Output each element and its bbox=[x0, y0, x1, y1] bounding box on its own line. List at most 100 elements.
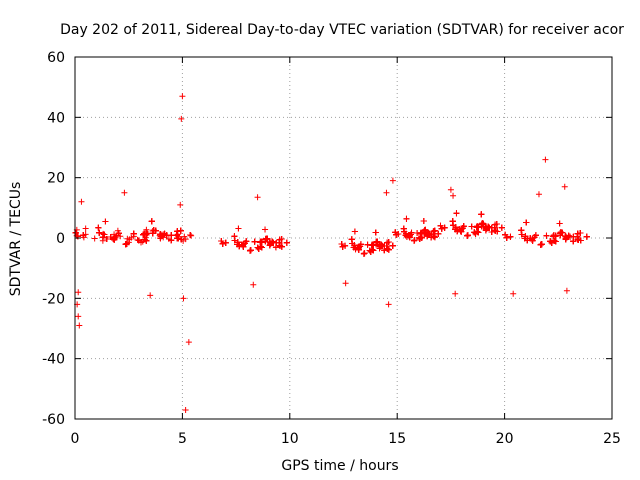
data-point bbox=[583, 233, 590, 240]
data-point bbox=[383, 242, 390, 249]
data-point bbox=[99, 234, 106, 241]
data-point bbox=[416, 234, 423, 241]
data-point bbox=[130, 230, 137, 237]
data-point bbox=[182, 406, 189, 413]
data-point bbox=[78, 198, 85, 205]
data-point bbox=[424, 231, 431, 238]
y-tick-label: -20 bbox=[42, 291, 65, 307]
data-point bbox=[148, 218, 155, 225]
data-point bbox=[542, 156, 549, 163]
data-point bbox=[185, 339, 192, 346]
data-point bbox=[143, 237, 150, 244]
data-point bbox=[276, 242, 283, 249]
data-point bbox=[488, 229, 495, 236]
data-point bbox=[91, 235, 98, 242]
data-point bbox=[135, 237, 142, 244]
y-tick-label: -60 bbox=[42, 412, 65, 428]
data-point bbox=[408, 229, 415, 236]
data-point bbox=[518, 227, 525, 234]
data-point bbox=[563, 287, 570, 294]
data-point bbox=[338, 240, 345, 247]
y-tick-label: 20 bbox=[47, 171, 65, 187]
data-point bbox=[420, 218, 427, 225]
data-point bbox=[494, 228, 501, 235]
data-point bbox=[101, 231, 108, 238]
data-point bbox=[385, 239, 392, 246]
data-point bbox=[234, 239, 241, 246]
data-point bbox=[179, 93, 186, 100]
data-point bbox=[250, 281, 257, 288]
data-point bbox=[567, 233, 574, 240]
data-point bbox=[431, 227, 438, 234]
data-point bbox=[161, 230, 168, 237]
data-point bbox=[219, 240, 226, 247]
data-point bbox=[114, 227, 121, 234]
data-point bbox=[147, 292, 154, 299]
data-point bbox=[431, 234, 438, 241]
data-point bbox=[421, 227, 428, 234]
data-point bbox=[447, 186, 454, 193]
data-point bbox=[352, 246, 359, 253]
data-point bbox=[483, 225, 490, 232]
data-point bbox=[262, 236, 269, 243]
data-point bbox=[523, 219, 530, 226]
data-point bbox=[389, 242, 396, 249]
data-point bbox=[75, 313, 82, 320]
x-tick-label: 5 bbox=[178, 431, 187, 447]
data-point bbox=[561, 183, 568, 190]
data-point bbox=[180, 295, 187, 302]
data-point bbox=[254, 194, 261, 201]
x-axis-label: GPS time / hours bbox=[281, 458, 398, 474]
data-point bbox=[557, 229, 564, 236]
y-axis-ticks: -60 -40 -20 0 20 40 60 bbox=[42, 50, 612, 428]
data-point bbox=[370, 242, 377, 249]
y-tick-label: 60 bbox=[47, 50, 65, 66]
data-point bbox=[222, 239, 229, 246]
data-point bbox=[543, 232, 550, 239]
data-point bbox=[552, 233, 559, 240]
data-point bbox=[430, 233, 437, 240]
data-point bbox=[278, 236, 285, 243]
data-point bbox=[149, 228, 156, 235]
data-point bbox=[361, 250, 368, 257]
data-point bbox=[177, 201, 184, 208]
data-point bbox=[96, 229, 103, 236]
data-point bbox=[498, 224, 505, 231]
data-point bbox=[123, 240, 130, 247]
data-point bbox=[392, 229, 399, 236]
data-point bbox=[406, 234, 413, 241]
data-point bbox=[450, 192, 457, 199]
data-point bbox=[373, 239, 380, 246]
data-point bbox=[178, 236, 185, 243]
data-point bbox=[357, 241, 364, 248]
y-tick-label: 0 bbox=[56, 231, 65, 247]
data-point bbox=[493, 220, 500, 227]
data-point bbox=[556, 220, 563, 227]
data-point bbox=[187, 231, 194, 238]
data-point bbox=[283, 239, 290, 246]
data-point bbox=[113, 232, 120, 239]
data-point bbox=[72, 229, 79, 236]
x-axis-ticks: 0 5 10 15 20 25 bbox=[71, 57, 621, 447]
data-point bbox=[577, 237, 584, 244]
data-point bbox=[134, 236, 141, 243]
data-point bbox=[437, 222, 444, 229]
data-point bbox=[376, 244, 383, 251]
data-point bbox=[351, 228, 358, 235]
x-tick-label: 15 bbox=[388, 431, 406, 447]
data-point bbox=[174, 228, 181, 235]
x-tick-label: 0 bbox=[71, 431, 80, 447]
data-point bbox=[416, 236, 423, 243]
data-point bbox=[562, 236, 569, 243]
data-point bbox=[122, 241, 129, 248]
data-point bbox=[417, 230, 424, 237]
data-point bbox=[76, 322, 83, 329]
data-point bbox=[75, 289, 82, 296]
data-point bbox=[381, 247, 388, 254]
data-point bbox=[367, 248, 374, 255]
data-point bbox=[537, 241, 544, 248]
y-axis-label: SDTVAR / TECUs bbox=[8, 182, 24, 297]
data-point bbox=[150, 226, 157, 233]
data-point bbox=[121, 189, 128, 196]
data-point bbox=[270, 239, 277, 246]
